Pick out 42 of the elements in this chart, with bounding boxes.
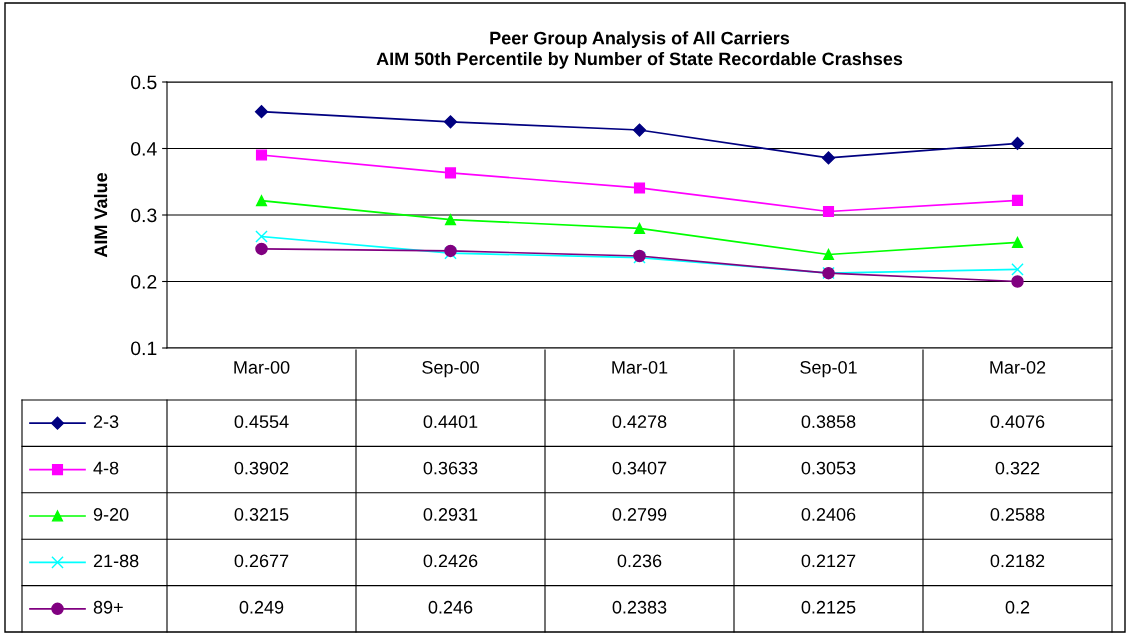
data-label: 0.3407 xyxy=(612,461,667,475)
x-tick-label: Mar-00 xyxy=(234,360,290,374)
legend-label: 2-3 xyxy=(93,415,119,429)
data-label: 0.322 xyxy=(995,461,1040,475)
data-label: 0.2182 xyxy=(990,554,1045,568)
data-label: 0.4401 xyxy=(423,415,478,429)
data-label: 0.4554 xyxy=(234,415,289,429)
data-label: 0.249 xyxy=(239,600,284,614)
data-label: 0.3633 xyxy=(423,461,478,475)
data-label: 0.3858 xyxy=(801,415,856,429)
y-axis-title: AIM Value xyxy=(93,172,108,258)
data-label: 0.2406 xyxy=(801,508,856,521)
data-label: 0.2588 xyxy=(990,508,1045,521)
legend-label: 4-8 xyxy=(93,461,119,475)
data-label: 0.2383 xyxy=(612,600,667,614)
data-label: 0.2 xyxy=(1005,600,1030,614)
x-tick-label: Sep-00 xyxy=(422,360,479,378)
y-tick-label: 0.2 xyxy=(131,274,157,289)
x-tick-label: Mar-01 xyxy=(612,360,668,374)
y-tick-label: 0.1 xyxy=(131,341,157,356)
data-label: 0.4076 xyxy=(990,415,1045,429)
data-label: 0.3902 xyxy=(234,461,289,475)
data-label: 0.2799 xyxy=(612,508,667,521)
data-label: 0.236 xyxy=(617,554,662,568)
data-label: 0.2125 xyxy=(801,600,856,614)
legend-label: 9-20 xyxy=(93,508,129,521)
y-tick-label: 0.3 xyxy=(131,208,157,223)
legend-label: 89+ xyxy=(93,600,123,614)
legend-label: 21-88 xyxy=(93,554,139,568)
data-label: 0.2931 xyxy=(423,508,478,521)
x-tick-label: Sep-01 xyxy=(800,360,857,378)
data-label: 0.3215 xyxy=(234,508,289,521)
data-label: 0.4278 xyxy=(612,415,667,429)
y-tick-label: 0.5 xyxy=(131,75,157,90)
chart-title: Peer Group Analysis of All Carriers AIM 50th Percentile by Number of State Recordable Crashses xyxy=(376,31,903,69)
data-label: 0.246 xyxy=(428,600,473,614)
data-label: 0.2127 xyxy=(801,554,856,568)
x-tick-label: Mar-02 xyxy=(990,360,1046,374)
y-tick-label: 0.4 xyxy=(131,141,157,156)
data-label: 0.2426 xyxy=(423,554,478,568)
data-label: 0.3053 xyxy=(801,461,856,475)
data-label: 0.2677 xyxy=(234,554,289,568)
